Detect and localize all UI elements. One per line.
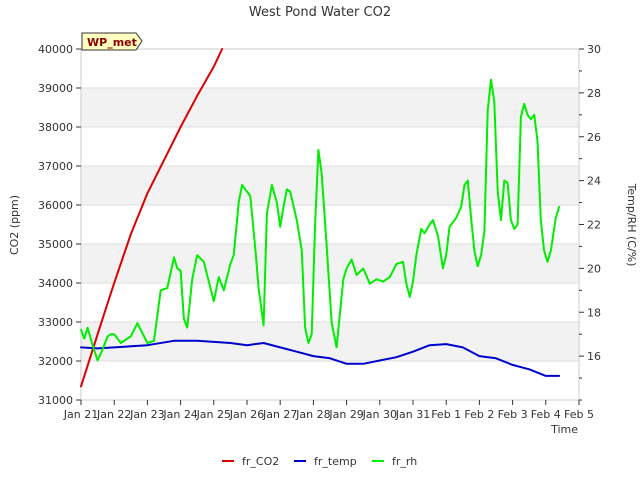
grid-band [81, 88, 579, 127]
y-left-tick-label: 34000 [38, 277, 73, 290]
x-tick-label: Feb 3 [498, 408, 528, 421]
chart-title: West Pond Water CO2 [249, 5, 391, 20]
y-right-tick-label: 28 [587, 87, 601, 100]
x-tick-label: Feb 2 [464, 408, 494, 421]
badge-label: WP_met [87, 36, 137, 49]
legend-label: fr_rh [392, 455, 417, 468]
legend-item-fr-temp: fr_temp [294, 455, 357, 468]
badge: WP_met [81, 32, 143, 51]
grid-bands [81, 88, 579, 361]
y-axis-right-ticks: 16 18 20 22 24 26 28 30 [579, 43, 601, 401]
y-axis-right-label: Temp/RH (C/%) [625, 183, 638, 267]
x-tick-label: Jan 21 [63, 408, 98, 421]
x-tick-label: Feb 1 [431, 408, 461, 421]
y-left-tick-label: 31000 [38, 394, 73, 407]
y-left-tick-label: 39000 [38, 82, 73, 95]
x-tick-label: Jan 25 [196, 408, 231, 421]
badge-shape [81, 32, 143, 51]
series-line-fr-temp [80, 339, 561, 377]
x-tick-label: Feb 4 [531, 408, 561, 421]
grid-band [81, 244, 579, 283]
x-axis-label: Time [550, 423, 578, 436]
series-line-fr-CO2 [80, 48, 224, 388]
x-tick-label: Jan 26 [229, 408, 264, 421]
legend-label: fr_CO2 [242, 455, 279, 468]
y-right-tick-label: 24 [587, 175, 601, 188]
legend-item-fr-CO2: fr_CO2 [222, 455, 279, 468]
y-axis-left-label: CO2 (ppm) [8, 195, 21, 255]
y-right-tick-label: 16 [587, 350, 601, 363]
legend: fr_CO2 fr_temp fr_rh [222, 455, 417, 468]
x-tick-label: Jan 23 [129, 408, 164, 421]
x-tick-label: Jan 22 [96, 408, 131, 421]
y-left-tick-label: 32000 [38, 355, 73, 368]
legend-label: fr_temp [314, 455, 357, 468]
y-left-tick-label: 33000 [38, 316, 73, 329]
x-tick-label: Jan 24 [162, 408, 197, 421]
y-left-tick-label: 37000 [38, 160, 73, 173]
y-axis-left-ticks: 31000 32000 33000 34000 35000 36000 37000 38000… [38, 43, 81, 407]
y-left-tick-label: 38000 [38, 121, 73, 134]
x-tick-label: Jan 29 [328, 408, 363, 421]
x-tick-label: Jan 27 [262, 408, 297, 421]
y-right-tick-label: 26 [587, 131, 601, 144]
y-right-tick-label: 22 [587, 219, 601, 232]
legend-item-fr-rh: fr_rh [372, 455, 417, 468]
series-lines [80, 48, 561, 388]
y-left-tick-label: 35000 [38, 238, 73, 251]
x-tick-label: Jan 30 [362, 408, 397, 421]
x-tick-label: Feb 5 [564, 408, 594, 421]
x-tick-label: Jan 31 [395, 408, 430, 421]
x-tick-label: Jan 28 [295, 408, 330, 421]
y-left-tick-label: 36000 [38, 199, 73, 212]
y-right-tick-label: 18 [587, 306, 601, 319]
y-left-tick-label: 40000 [38, 43, 73, 56]
series-line-fr-rh [80, 78, 561, 362]
y-right-tick-label: 20 [587, 262, 601, 275]
y-right-tick-label: 30 [587, 43, 601, 56]
